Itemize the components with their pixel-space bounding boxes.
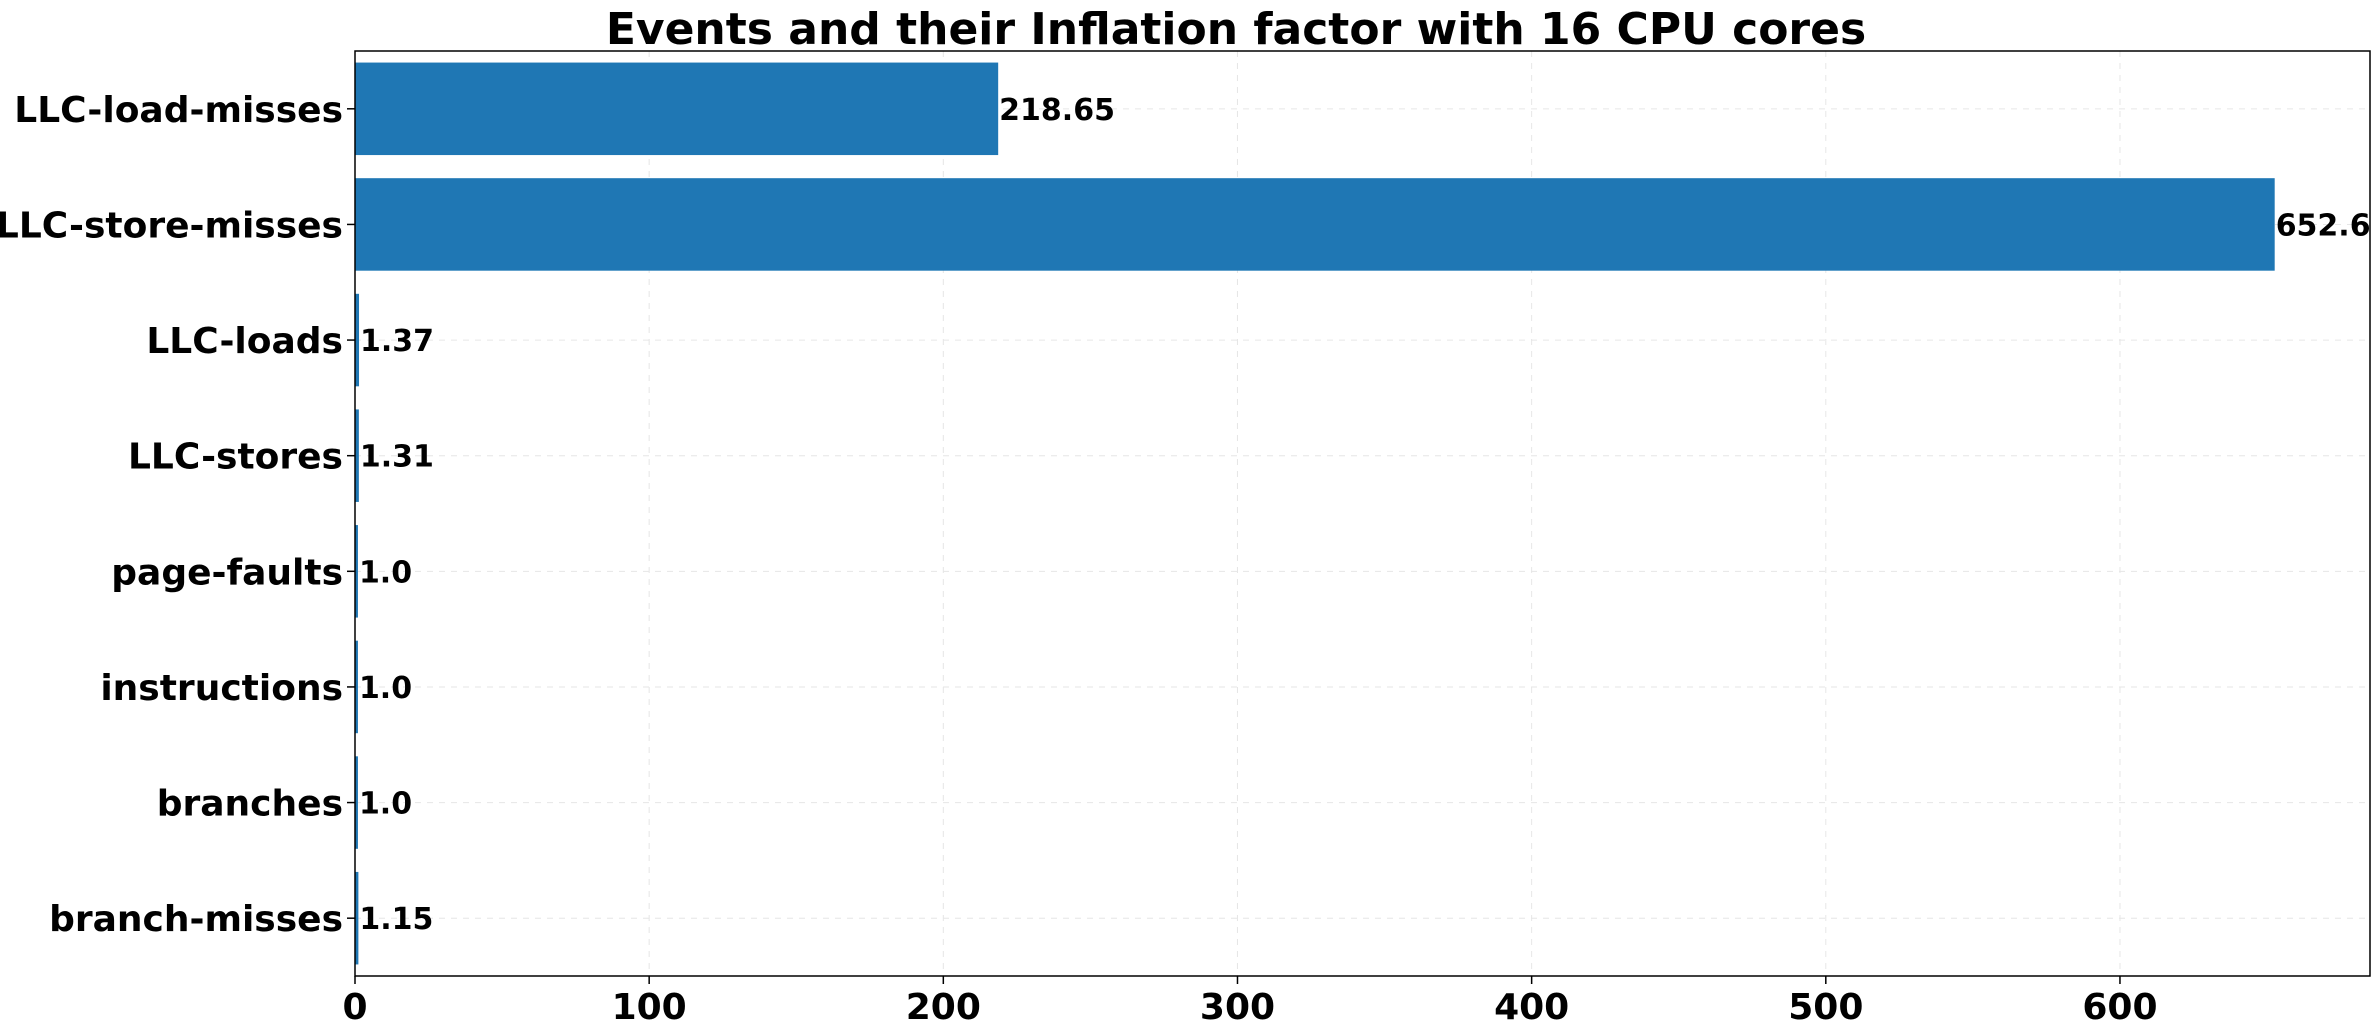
x-tick-label: 300 — [1200, 987, 1275, 1028]
bar — [355, 871, 359, 965]
x-tick-label: 600 — [2082, 987, 2157, 1028]
bar-value-label: 1.0 — [359, 671, 412, 706]
bar-value-label: 652.6 — [2276, 208, 2371, 243]
y-tick-label: LLC-loads — [146, 321, 343, 362]
bar — [355, 62, 999, 156]
x-tick-label: 100 — [612, 987, 687, 1028]
bar — [355, 178, 2275, 271]
plot-frame — [354, 50, 2371, 977]
bar — [355, 409, 359, 502]
bar-value-label: 1.0 — [359, 787, 412, 822]
bar-value-label: 1.31 — [360, 440, 434, 475]
bar-value-label: 1.15 — [359, 902, 433, 937]
x-tick-label: 400 — [1494, 987, 1569, 1028]
bar-value-label: 1.37 — [360, 324, 434, 359]
bars — [355, 62, 2275, 965]
y-tick-label: branches — [157, 784, 343, 825]
y-tick-label: LLC-stores — [128, 437, 343, 478]
bar-value-label: 218.65 — [999, 93, 1115, 128]
y-tick-label: LLC-store-misses — [0, 205, 343, 246]
data-labels: 218.65 652.6 1.37 1.31 1.0 1.0 1.0 1.15 — [359, 93, 2371, 937]
y-axis: LLC-load-misses LLC-store-misses LLC-loads… — [0, 90, 355, 940]
chart-title: Events and their Inflation factor with 1… — [606, 4, 1866, 55]
y-tick-label: page-faults — [111, 552, 343, 593]
bar-value-label: 1.0 — [359, 555, 412, 590]
y-tick-label: branch-misses — [49, 899, 343, 940]
bar — [355, 756, 358, 849]
bar — [355, 293, 360, 387]
y-tick-label: LLC-load-misses — [14, 90, 343, 131]
x-tick-label: 200 — [906, 987, 981, 1028]
bar — [355, 525, 358, 618]
x-axis: 0 100 200 300 400 500 600 — [342, 976, 2158, 1028]
bar — [355, 640, 358, 734]
y-tick-label: instructions — [100, 668, 343, 709]
x-tick-label: 0 — [342, 987, 367, 1028]
x-tick-label: 500 — [1788, 987, 1863, 1028]
